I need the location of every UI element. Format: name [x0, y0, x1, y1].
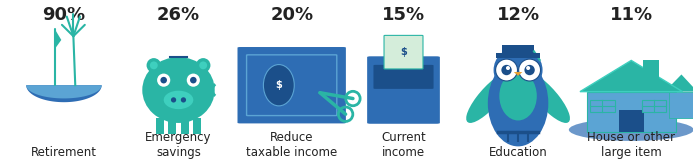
FancyBboxPatch shape — [237, 47, 346, 123]
Ellipse shape — [181, 97, 186, 102]
Ellipse shape — [146, 58, 161, 73]
Ellipse shape — [501, 65, 512, 75]
Text: 15%: 15% — [382, 6, 425, 24]
FancyBboxPatch shape — [384, 35, 423, 69]
Polygon shape — [665, 74, 697, 92]
Polygon shape — [514, 72, 522, 76]
Ellipse shape — [494, 47, 542, 93]
Ellipse shape — [524, 72, 570, 123]
Ellipse shape — [466, 72, 512, 123]
Text: $: $ — [400, 47, 407, 57]
Bar — [181, 118, 189, 134]
Text: 11%: 11% — [610, 6, 653, 24]
Polygon shape — [26, 85, 102, 98]
Text: House or other
large item: House or other large item — [587, 131, 676, 159]
FancyBboxPatch shape — [641, 100, 666, 112]
Ellipse shape — [142, 57, 215, 123]
Text: 12%: 12% — [496, 6, 540, 24]
Text: 20%: 20% — [270, 6, 314, 24]
Ellipse shape — [171, 97, 176, 102]
Ellipse shape — [187, 74, 200, 87]
Text: Reduce
taxable income: Reduce taxable income — [246, 131, 337, 159]
Ellipse shape — [196, 58, 211, 73]
Ellipse shape — [519, 59, 540, 81]
Bar — [502, 45, 534, 55]
Ellipse shape — [160, 77, 167, 83]
Bar — [587, 92, 676, 132]
Bar — [168, 118, 176, 134]
Ellipse shape — [157, 74, 170, 87]
Bar — [193, 118, 201, 134]
Text: Current
income: Current income — [381, 131, 426, 159]
Text: Education: Education — [489, 146, 547, 159]
Bar — [619, 110, 644, 132]
Text: Emergency
savings: Emergency savings — [146, 131, 211, 159]
Ellipse shape — [524, 65, 535, 75]
Text: 90%: 90% — [43, 6, 85, 24]
Ellipse shape — [263, 65, 294, 106]
Ellipse shape — [164, 91, 193, 109]
Bar — [643, 60, 659, 82]
Ellipse shape — [199, 61, 207, 69]
FancyBboxPatch shape — [367, 56, 440, 124]
Ellipse shape — [150, 61, 158, 69]
Ellipse shape — [499, 72, 537, 120]
Text: $: $ — [276, 80, 282, 90]
Bar — [156, 118, 164, 134]
Bar — [496, 53, 540, 58]
Ellipse shape — [190, 77, 197, 83]
Ellipse shape — [526, 66, 530, 70]
Text: Retirement: Retirement — [31, 146, 97, 159]
Text: 26%: 26% — [157, 6, 200, 24]
Ellipse shape — [569, 119, 694, 141]
Polygon shape — [55, 29, 62, 49]
Ellipse shape — [488, 60, 548, 146]
FancyBboxPatch shape — [590, 100, 615, 112]
Polygon shape — [26, 85, 102, 102]
Polygon shape — [580, 60, 682, 92]
Ellipse shape — [506, 66, 510, 70]
Ellipse shape — [496, 59, 517, 81]
Bar — [669, 92, 694, 118]
FancyBboxPatch shape — [374, 65, 433, 89]
